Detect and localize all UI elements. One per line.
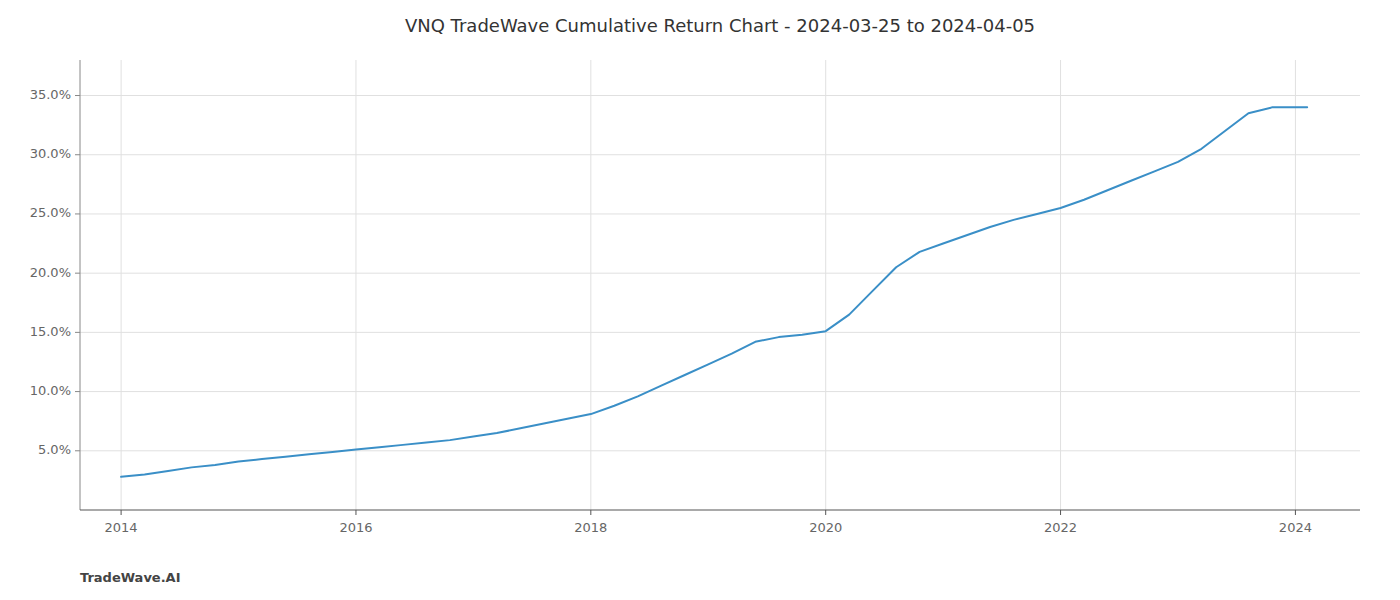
x-grid-line [590,60,591,510]
grid [80,60,1360,510]
y-grid-line [80,450,1360,451]
x-tick-label: 2020 [809,520,842,535]
x-tick [590,510,591,515]
x-grid-line [1060,60,1061,510]
y-tick [75,273,80,274]
title: VNQ TradeWave Cumulative Return Chart - … [405,15,1035,36]
x-grid-line [825,60,826,510]
x-axis-line [80,509,1360,510]
annotation: TradeWave.AI [80,570,181,585]
y-tick-label: 20.0% [30,265,71,280]
y-tick-label: 25.0% [30,205,71,220]
y-axis-line [80,60,81,510]
y-grid-line [80,332,1360,333]
x-tick [121,510,122,515]
x-tick-label: 2024 [1279,520,1312,535]
y-grid-line [80,154,1360,155]
y-tick-label: 5.0% [38,442,71,457]
x-tick [1295,510,1296,515]
y-grid-line [80,391,1360,392]
axes: 5.0% 10.0% 15.0% 20.0% 25.0% 30.0% 35.0% 2014 20… [30,60,1360,535]
x-tick-label: 2014 [105,520,138,535]
x-tick [1060,510,1061,515]
y-tick [75,391,80,392]
background [0,0,1400,600]
y-grid-line [80,273,1360,274]
y-tick [75,332,80,333]
plot-area [121,107,1307,476]
chart: VNQ TradeWave Cumulative Return Chart - … [0,0,1400,600]
y-tick-label: 15.0% [30,324,71,339]
x-tick-label: 2022 [1044,520,1077,535]
x-tick-label: 2016 [339,520,372,535]
y-grid-line [80,95,1360,96]
x-grid-line [355,60,356,510]
line-series [121,107,1307,476]
x-tick [825,510,826,515]
y-tick [75,95,80,96]
y-tick [75,213,80,214]
y-tick-label: 30.0% [30,146,71,161]
x-grid-line [121,60,122,510]
y-tick [75,450,80,451]
y-tick-label: 35.0% [30,87,71,102]
y-tick-label: 10.0% [30,383,71,398]
x-tick [355,510,356,515]
x-tick-label: 2018 [574,520,607,535]
y-grid-line [80,213,1360,214]
y-tick [75,154,80,155]
x-grid-line [1295,60,1296,510]
